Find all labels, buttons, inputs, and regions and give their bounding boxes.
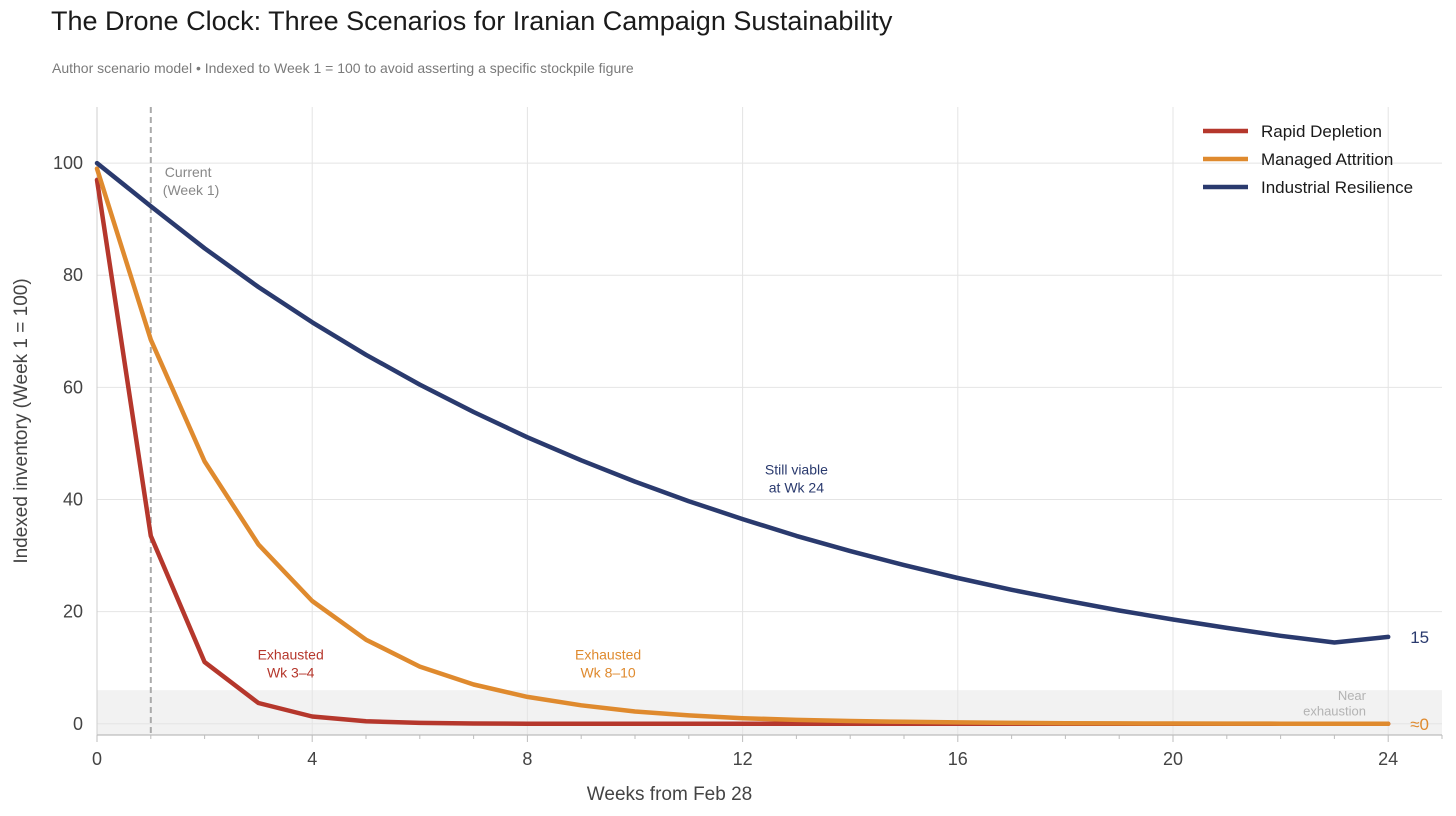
band-label: exhaustion (1303, 703, 1366, 718)
x-tick-label: 12 (733, 749, 753, 769)
current-week-label: (Week 1) (163, 182, 220, 198)
y-tick-label: 0 (73, 714, 83, 734)
y-axis-label: Indexed inventory (Week 1 = 100) (11, 278, 32, 563)
near-exhaustion-band (97, 690, 1442, 735)
y-tick-label: 60 (63, 377, 83, 397)
rapid-exhausted-note: Exhausted (258, 646, 324, 662)
chart-subtitle: Author scenario model • Indexed to Week … (52, 60, 634, 76)
x-axis-label: Weeks from Feb 28 (587, 784, 752, 805)
y-tick-label: 100 (53, 153, 83, 173)
current-week-label: Current (165, 164, 212, 180)
legend-label: Rapid Depletion (1261, 122, 1382, 141)
x-tick-label: 8 (522, 749, 532, 769)
industrial-resilience-line (94, 160, 1391, 645)
y-tick-label: 80 (63, 265, 83, 285)
y-tick-label: 20 (63, 602, 83, 622)
x-tick-label: 16 (948, 749, 968, 769)
chart-title: The Drone Clock: Three Scenarios for Ira… (51, 6, 893, 36)
x-tick-label: 0 (92, 749, 102, 769)
rapid-end-label: ≈0 (1410, 715, 1429, 734)
managed-attrition-line (94, 166, 1391, 727)
x-tick-label: 20 (1163, 749, 1183, 769)
industrial-viable-note: at Wk 24 (769, 479, 824, 495)
rapid-exhausted-note: Wk 3–4 (267, 664, 315, 680)
x-tick-label: 24 (1378, 749, 1398, 769)
band-label: Near (1338, 688, 1367, 703)
industrial-viable-note: Still viable (765, 461, 828, 477)
y-tick-label: 40 (63, 490, 83, 510)
managed-exhausted-note: Wk 8–10 (580, 664, 635, 680)
managed-exhausted-note: Exhausted (575, 646, 641, 662)
legend-label: Industrial Resilience (1261, 178, 1413, 197)
industrial-end-label: 15 (1410, 628, 1429, 647)
legend-label: Managed Attrition (1261, 150, 1393, 169)
x-tick-label: 4 (307, 749, 317, 769)
